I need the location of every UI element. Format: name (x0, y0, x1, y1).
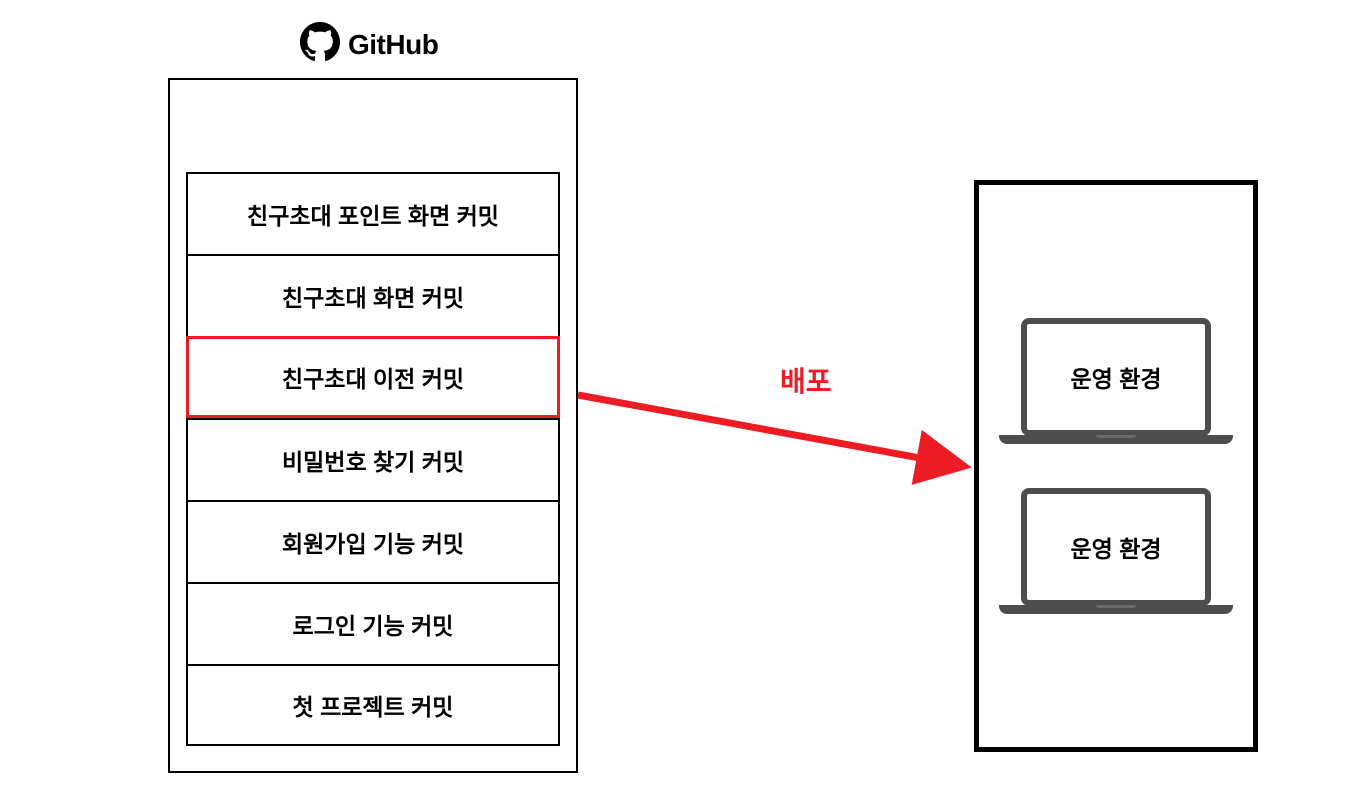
commit-label: 회원가입 기능 커밋 (282, 525, 464, 559)
environment-label: 운영 환경 (1070, 530, 1161, 564)
commit-item: 친구초대 화면 커밋 (186, 254, 560, 336)
commits-box: 친구초대 포인트 화면 커밋 친구초대 화면 커밋 친구초대 이전 커밋 비밀번… (168, 78, 578, 773)
commit-label: 친구초대 이전 커밋 (282, 360, 464, 394)
commit-item: 첫 프로젝트 커밋 (186, 664, 560, 746)
commit-item: 로그인 기능 커밋 (186, 582, 560, 664)
github-brand-text: GitHub (348, 29, 438, 61)
laptop-base (999, 605, 1233, 614)
production-box: 운영 환경 운영 환경 (974, 180, 1258, 752)
commit-item: 비밀번호 찾기 커밋 (186, 418, 560, 500)
laptop-environment: 운영 환경 (1006, 488, 1226, 614)
commit-label: 친구초대 포인트 화면 커밋 (247, 197, 499, 231)
commit-label: 비밀번호 찾기 커밋 (282, 443, 464, 477)
commit-item: 회원가입 기능 커밋 (186, 500, 560, 582)
commit-label: 로그인 기능 커밋 (293, 607, 454, 641)
laptop-screen: 운영 환경 (1021, 318, 1211, 436)
environment-label: 운영 환경 (1070, 360, 1161, 394)
deploy-arrow (568, 372, 988, 492)
commit-item: 친구초대 포인트 화면 커밋 (186, 172, 560, 254)
laptop-screen: 운영 환경 (1021, 488, 1211, 606)
github-header: GitHub (300, 22, 438, 67)
deploy-label: 배포 (780, 360, 832, 400)
laptop-base (999, 435, 1233, 444)
commit-item-highlighted: 친구초대 이전 커밋 (186, 336, 560, 418)
github-logo-icon (300, 22, 340, 67)
commit-label: 친구초대 화면 커밋 (282, 279, 464, 313)
laptop-environment: 운영 환경 (1006, 318, 1226, 444)
commit-label: 첫 프로젝트 커밋 (293, 688, 454, 722)
